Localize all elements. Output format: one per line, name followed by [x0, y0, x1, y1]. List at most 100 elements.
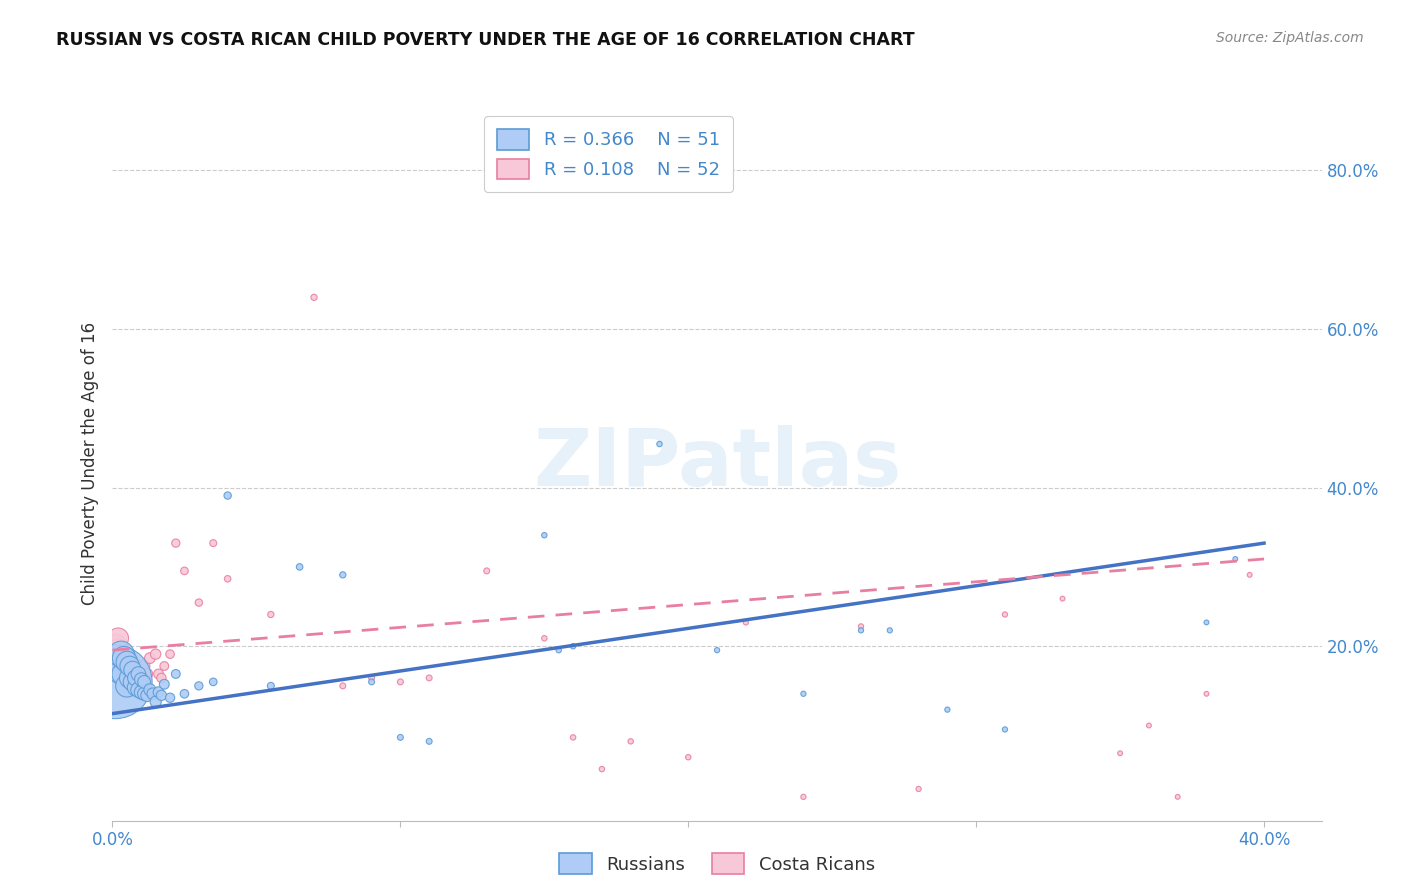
- Point: [107, 643, 129, 657]
- Y-axis label: Child Poverty Under the Age of 16: Child Poverty Under the Age of 16: [80, 322, 98, 606]
- Point: [533, 632, 555, 646]
- Point: [332, 679, 354, 693]
- Point: [139, 651, 162, 665]
- Point: [879, 624, 901, 638]
- Point: [547, 643, 569, 657]
- Point: [288, 560, 311, 574]
- Point: [202, 536, 225, 550]
- Point: [1137, 718, 1160, 732]
- Point: [136, 689, 159, 703]
- Point: [110, 647, 132, 661]
- Point: [124, 667, 146, 681]
- Point: [1052, 591, 1074, 606]
- Point: [145, 647, 167, 661]
- Point: [129, 685, 152, 699]
- Point: [620, 734, 643, 748]
- Point: [115, 655, 138, 669]
- Point: [678, 750, 700, 764]
- Point: [118, 651, 141, 665]
- Point: [134, 674, 156, 689]
- Point: [706, 643, 728, 657]
- Text: ZIPatlas: ZIPatlas: [533, 425, 901, 503]
- Point: [159, 647, 181, 661]
- Point: [165, 536, 187, 550]
- Point: [332, 567, 354, 582]
- Point: [994, 723, 1017, 737]
- Point: [217, 572, 239, 586]
- Point: [127, 663, 149, 677]
- Point: [648, 437, 671, 451]
- Point: [1195, 615, 1218, 630]
- Point: [134, 687, 156, 701]
- Point: [134, 659, 156, 673]
- Point: [118, 663, 141, 677]
- Text: RUSSIAN VS COSTA RICAN CHILD POVERTY UNDER THE AGE OF 16 CORRELATION CHART: RUSSIAN VS COSTA RICAN CHILD POVERTY UND…: [56, 31, 915, 49]
- Legend: Russians, Costa Ricans: Russians, Costa Ricans: [550, 844, 884, 883]
- Point: [153, 659, 176, 673]
- Point: [110, 651, 132, 665]
- Point: [124, 671, 146, 685]
- Point: [115, 679, 138, 693]
- Point: [475, 564, 498, 578]
- Point: [136, 667, 159, 681]
- Point: [562, 639, 585, 653]
- Point: [121, 674, 143, 689]
- Point: [118, 659, 141, 673]
- Point: [129, 659, 152, 673]
- Point: [418, 671, 440, 685]
- Point: [112, 659, 135, 673]
- Point: [121, 663, 143, 677]
- Point: [127, 682, 149, 697]
- Point: [173, 564, 195, 578]
- Point: [217, 489, 239, 503]
- Point: [107, 632, 129, 646]
- Point: [389, 674, 412, 689]
- Point: [302, 290, 325, 304]
- Point: [849, 619, 872, 633]
- Point: [936, 703, 959, 717]
- Point: [1167, 789, 1189, 804]
- Point: [994, 607, 1017, 622]
- Point: [107, 659, 129, 673]
- Point: [121, 671, 143, 685]
- Point: [562, 731, 585, 745]
- Point: [115, 655, 138, 669]
- Text: Source: ZipAtlas.com: Source: ZipAtlas.com: [1216, 31, 1364, 45]
- Point: [202, 674, 225, 689]
- Point: [121, 659, 143, 673]
- Point: [118, 671, 141, 685]
- Point: [150, 671, 173, 685]
- Point: [187, 679, 209, 693]
- Point: [104, 674, 127, 689]
- Point: [153, 677, 176, 691]
- Point: [124, 681, 146, 695]
- Point: [104, 639, 127, 653]
- Point: [112, 651, 135, 665]
- Point: [907, 781, 929, 796]
- Point: [139, 682, 162, 697]
- Point: [142, 687, 165, 701]
- Point: [124, 659, 146, 673]
- Point: [260, 679, 283, 693]
- Point: [1195, 687, 1218, 701]
- Point: [389, 731, 412, 745]
- Point: [1239, 567, 1261, 582]
- Point: [129, 673, 152, 687]
- Point: [187, 596, 209, 610]
- Point: [159, 690, 181, 705]
- Point: [360, 671, 382, 685]
- Point: [734, 615, 756, 630]
- Point: [150, 689, 173, 703]
- Point: [110, 663, 132, 677]
- Point: [127, 667, 149, 681]
- Point: [792, 789, 814, 804]
- Point: [173, 687, 195, 701]
- Point: [112, 647, 135, 661]
- Point: [792, 687, 814, 701]
- Point: [533, 528, 555, 542]
- Point: [591, 762, 613, 776]
- Point: [1109, 746, 1132, 760]
- Point: [360, 674, 382, 689]
- Point: [165, 667, 187, 681]
- Point: [148, 685, 170, 699]
